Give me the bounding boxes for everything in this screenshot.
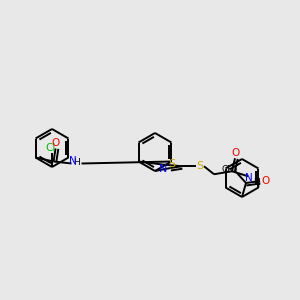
Text: O: O xyxy=(51,137,60,148)
Text: O: O xyxy=(232,148,240,158)
Text: S: S xyxy=(168,159,175,169)
Text: N: N xyxy=(245,173,253,183)
Text: O: O xyxy=(261,176,269,186)
Text: H: H xyxy=(73,158,80,167)
Text: H: H xyxy=(253,178,260,187)
Text: Cl: Cl xyxy=(46,143,56,153)
Text: CH₃: CH₃ xyxy=(222,166,238,175)
Text: N: N xyxy=(69,155,76,166)
Text: S: S xyxy=(196,161,204,171)
Text: N: N xyxy=(159,164,167,175)
